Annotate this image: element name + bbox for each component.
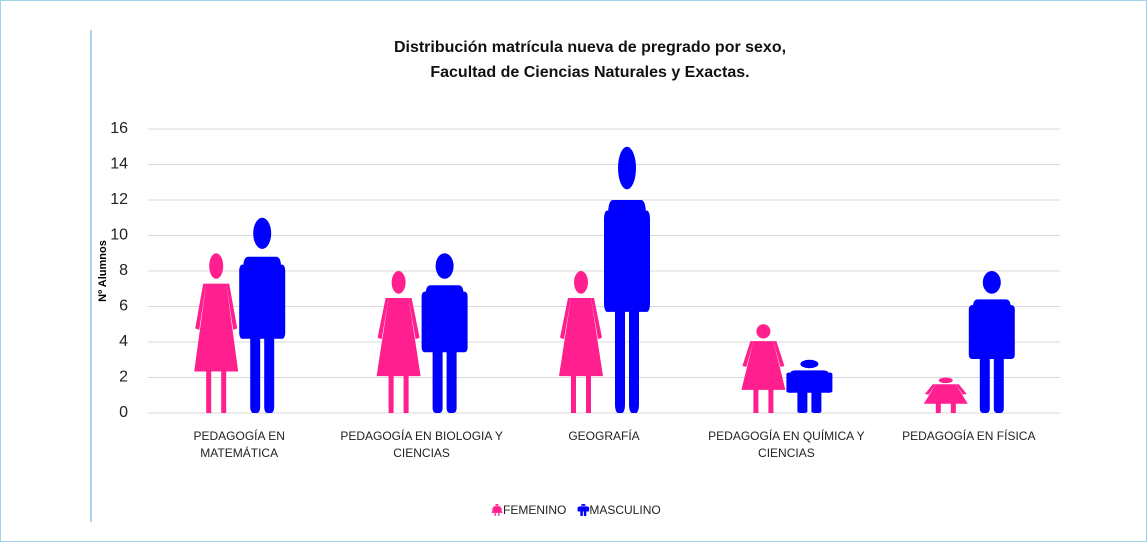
legend-icon [578,504,590,516]
legs [495,513,496,516]
torso [243,257,281,339]
y-tick-label: 0 [119,404,128,421]
legend-label: MASCULINO [589,503,660,517]
pictogram [559,271,603,413]
arm [1008,305,1015,359]
leg [250,331,260,413]
head [939,378,953,384]
torso [579,506,589,511]
y-axis-label: Nº Alumnos [97,240,109,302]
dress [492,506,503,513]
x-tick-label: PEDAGOGÍA EN QUÍMICA Y CIENCIAS [701,428,871,462]
leg [580,511,583,516]
dress [924,384,968,404]
legs [768,388,773,413]
arm [643,211,650,312]
pictogram [969,271,1015,413]
legend-label: FEMENINO [503,503,566,517]
arm [604,211,611,312]
torso [790,370,828,392]
head [756,324,770,338]
y-tick-label: 8 [119,262,128,279]
leg [615,301,625,413]
y-tick-label: 12 [110,191,128,208]
head [495,504,499,506]
y-tick-label: 4 [119,333,128,350]
chart-title: Distribución matrícula nueva de pregrado… [200,35,980,85]
leg [980,353,990,413]
head [253,218,271,249]
arm [825,373,832,393]
leg [447,346,457,413]
arm [461,292,468,353]
page: Nº Alumnos 0 2 4 6 8 10 12 14 16 FEMENINO MASCULIN… [0,0,1147,542]
y-tick-label: 16 [110,120,128,137]
arm [969,305,976,359]
x-tick-label: PEDAGOGÍA EN BIOLOGIA Y CIENCIAS [337,428,507,462]
pictogram [786,360,832,413]
pictogram [741,324,785,413]
legs [206,368,211,413]
legs [753,388,758,413]
leg [264,331,274,413]
head [574,271,588,294]
arm [422,292,429,353]
head [618,147,636,190]
y-tick-label: 10 [110,227,128,244]
legend-icon [492,504,503,516]
legs [221,368,226,413]
head [209,253,223,279]
torso [426,285,464,352]
pictogram [194,253,238,413]
dress [559,298,603,376]
arm [786,373,793,393]
pictogram [422,253,468,413]
legs [951,403,956,413]
head [581,504,586,506]
x-tick-label: PEDAGOGÍA EN MATEMÁTICA [154,428,324,462]
y-tick-label: 14 [110,156,128,173]
dress [741,341,785,390]
pictogram [377,271,421,413]
leg [584,511,587,516]
legs [586,373,591,413]
pictogram [604,147,650,413]
leg [811,391,821,413]
head [436,253,454,279]
y-tick-label: 6 [119,298,128,315]
legs [389,373,394,413]
arm [239,265,246,339]
pictogram [924,378,968,414]
head [392,271,406,294]
torso [608,200,646,312]
legs [571,373,576,413]
x-tick-label: PEDAGOGÍA EN FÍSICA [884,428,1054,445]
leg [629,301,639,413]
y-tick-label: 2 [119,369,128,386]
legs [936,403,941,413]
dress [377,298,421,376]
arm [578,507,580,512]
head [983,271,1001,294]
leg [797,391,807,413]
dress [194,284,238,372]
legs [498,513,499,516]
pictogram [239,218,285,413]
head [800,360,818,369]
x-tick-label: GEOGRAFÍA [519,428,689,445]
torso [973,299,1011,359]
leg [433,346,443,413]
arm [278,265,285,339]
leg [994,353,1004,413]
legs [404,373,409,413]
